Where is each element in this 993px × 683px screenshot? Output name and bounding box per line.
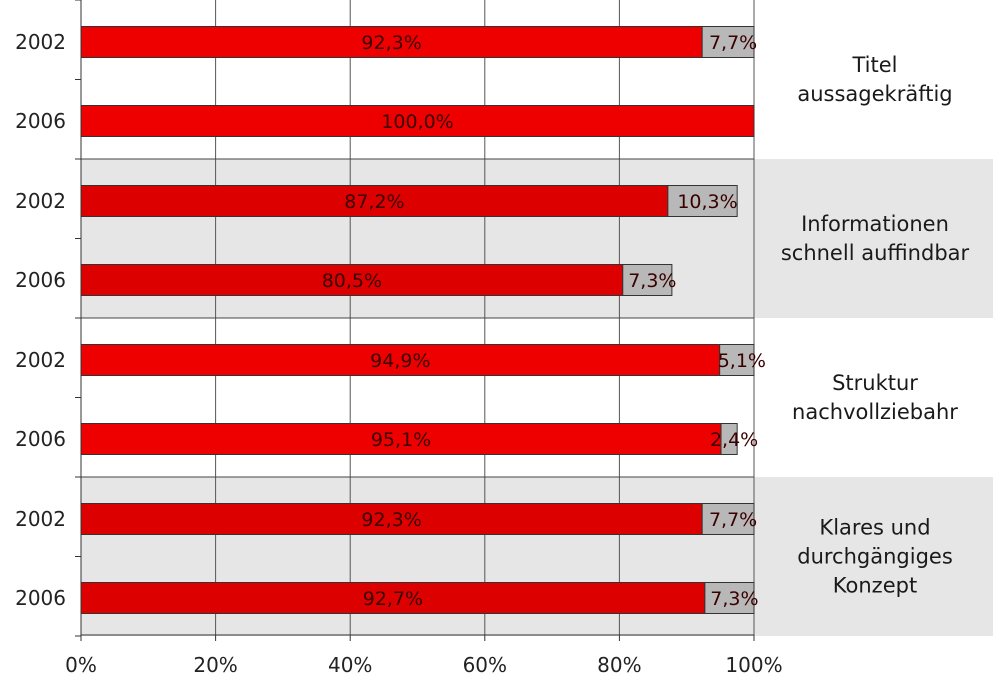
category-label: Konzept (833, 574, 917, 598)
category-label: aussagekräftig (797, 82, 952, 106)
bar-neutral (720, 423, 738, 455)
y-year-label: 2006 (15, 109, 66, 133)
bar-positive-label: 92,3% (361, 509, 421, 531)
bar-neutral (704, 582, 755, 614)
bar-positive-label: 80,5% (322, 270, 382, 292)
bar-neutral (667, 185, 738, 217)
bar-neutral-label: 7,7% (709, 32, 757, 54)
category-label: Klares und (819, 516, 930, 540)
bar-neutral (701, 503, 755, 535)
bar-positive (80, 105, 755, 137)
bar-positive-label: 94,9% (370, 350, 430, 372)
x-tick-label: 100% (725, 653, 782, 677)
y-year-label: 2006 (15, 586, 66, 610)
y-year-label: 2002 (15, 348, 66, 372)
bar-neutral-label: 5,1% (718, 350, 766, 372)
bar-neutral (622, 264, 673, 296)
category-label: Titel (851, 53, 897, 77)
category-label: durchgängiges (797, 545, 953, 569)
y-year-label: 2002 (15, 189, 66, 213)
x-tick-label: 20% (193, 653, 237, 677)
bars (80, 26, 755, 614)
axes (75, 0, 755, 641)
labels: 0% 20% 40% 60% 80% 100% 92,3% 7,7% 2002 100,0% 200… (15, 30, 969, 677)
category-label: Struktur (832, 371, 918, 395)
bar-neutral (719, 344, 755, 376)
y-year-label: 2002 (15, 30, 66, 54)
y-year-label: 2006 (15, 268, 66, 292)
x-tick-label: 0% (65, 653, 97, 677)
x-tick-label: 80% (597, 653, 641, 677)
bar-neutral-label: 7,3% (628, 270, 676, 292)
category-label: nachvollziebahr (792, 400, 958, 424)
bar-neutral-label: 7,7% (709, 509, 757, 531)
x-tick-label: 40% (328, 653, 372, 677)
bar-positive (80, 503, 703, 535)
bar-positive-label: 95,1% (371, 429, 431, 451)
bar-positive-label: 92,7% (363, 588, 423, 610)
category-label: Informationen (801, 212, 949, 236)
category-label: schnell auffindbar (781, 241, 970, 265)
x-tick-label: 60% (463, 653, 507, 677)
bar-neutral-label: 10,3% (677, 191, 737, 213)
bar-neutral-label: 7,3% (710, 588, 758, 610)
y-year-label: 2002 (15, 507, 66, 531)
bar-neutral (701, 26, 755, 58)
bar-positive-label: 87,2% (344, 191, 404, 213)
bar-positive-label: 100,0% (381, 111, 453, 133)
y-year-label: 2006 (15, 427, 66, 451)
bar-positive (80, 344, 721, 376)
bar-neutral-label: 2,4% (710, 429, 758, 451)
bar-positive-label: 92,3% (361, 32, 421, 54)
